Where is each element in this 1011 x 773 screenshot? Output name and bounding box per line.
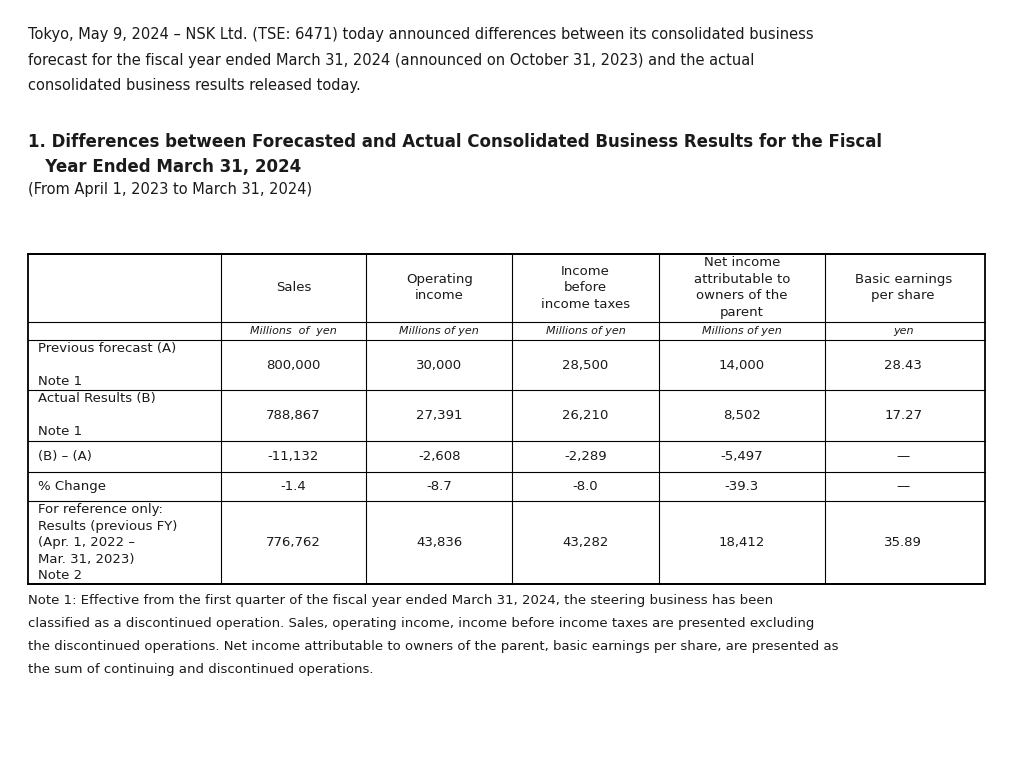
Text: classified as a discontinued operation. Sales, operating income, income before i: classified as a discontinued operation. … [28,617,814,630]
Text: consolidated business results released today.: consolidated business results released t… [28,78,361,93]
Text: -8.7: -8.7 [426,480,452,492]
Text: -2,289: -2,289 [563,450,607,462]
Text: Sales: Sales [276,281,310,294]
Text: forecast for the fiscal year ended March 31, 2024 (announced on October 31, 2023: forecast for the fiscal year ended March… [28,53,754,67]
Text: For reference only:
Results (previous FY)
(Apr. 1, 2022 –
Mar. 31, 2023)
Note 2: For reference only: Results (previous FY… [38,503,178,582]
Text: 8,502: 8,502 [722,409,760,422]
Text: Millions of yen: Millions of yen [702,326,780,335]
Text: the sum of continuing and discontinued operations.: the sum of continuing and discontinued o… [28,663,373,676]
Text: 1. Differences between Forecasted and Actual Consolidated Business Results for t: 1. Differences between Forecasted and Ac… [28,133,882,151]
Text: 776,762: 776,762 [266,536,320,549]
Text: Note 1: Effective from the first quarter of the fiscal year ended March 31, 2024: Note 1: Effective from the first quarter… [28,594,772,607]
Text: Operating
income: Operating income [405,273,472,302]
Text: Millions  of  yen: Millions of yen [250,326,337,335]
Text: -1.4: -1.4 [280,480,306,492]
Text: 18,412: 18,412 [718,536,764,549]
Text: Actual Results (B)

Note 1: Actual Results (B) Note 1 [38,393,156,438]
Text: Net income
attributable to
owners of the
parent: Net income attributable to owners of the… [693,257,790,318]
Text: 43,282: 43,282 [562,536,608,549]
Text: —: — [896,450,909,462]
Text: -8.0: -8.0 [572,480,598,492]
Text: —: — [896,480,909,492]
Text: Previous forecast (A)

Note 1: Previous forecast (A) Note 1 [38,342,177,388]
Text: % Change: % Change [38,480,106,492]
Text: -11,132: -11,132 [268,450,318,462]
Text: Millions of yen: Millions of yen [545,326,625,335]
Text: -2,608: -2,608 [418,450,460,462]
Text: 30,000: 30,000 [416,359,462,372]
Text: (B) – (A): (B) – (A) [38,450,92,462]
Text: Millions of yen: Millions of yen [399,326,478,335]
Text: 14,000: 14,000 [718,359,764,372]
Text: Tokyo, May 9, 2024 – NSK Ltd. (TSE: 6471) today announced differences between it: Tokyo, May 9, 2024 – NSK Ltd. (TSE: 6471… [28,27,813,42]
Text: -39.3: -39.3 [724,480,758,492]
Text: 28.43: 28.43 [884,359,921,372]
Text: yen: yen [892,326,913,335]
Text: 788,867: 788,867 [266,409,320,422]
Text: 27,391: 27,391 [416,409,462,422]
Text: 26,210: 26,210 [562,409,608,422]
Text: (From April 1, 2023 to March 31, 2024): (From April 1, 2023 to March 31, 2024) [28,182,312,196]
Text: Income
before
income taxes: Income before income taxes [540,264,630,311]
Bar [28,254,984,584]
Text: Basic earnings
per share: Basic earnings per share [853,273,951,302]
Text: the discontinued operations. Net income attributable to owners of the parent, ba: the discontinued operations. Net income … [28,640,838,653]
Text: 28,500: 28,500 [562,359,608,372]
Text: 35.89: 35.89 [884,536,921,549]
Text: -5,497: -5,497 [720,450,762,462]
Text: Year Ended March 31, 2024: Year Ended March 31, 2024 [28,158,301,176]
Text: 43,836: 43,836 [416,536,462,549]
Text: 800,000: 800,000 [266,359,320,372]
Text: 17.27: 17.27 [884,409,921,422]
